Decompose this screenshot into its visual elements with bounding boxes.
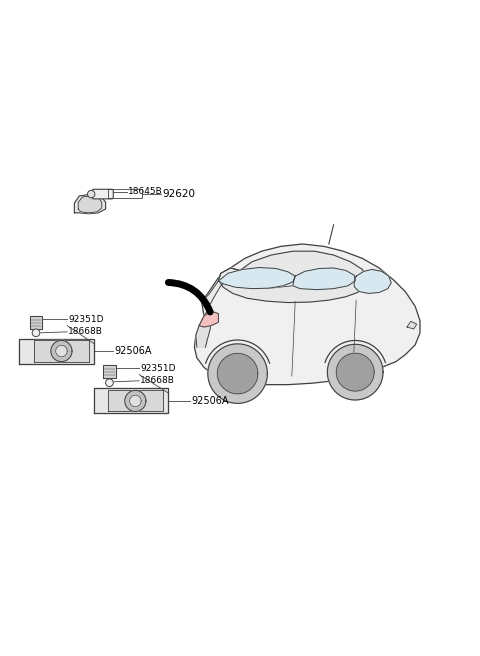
Polygon shape	[218, 251, 367, 302]
Ellipse shape	[32, 329, 40, 337]
Polygon shape	[103, 365, 116, 378]
Text: 92351D: 92351D	[68, 315, 104, 324]
Polygon shape	[199, 311, 218, 327]
Polygon shape	[34, 340, 89, 361]
Text: 18645B: 18645B	[128, 187, 163, 196]
Polygon shape	[108, 390, 163, 411]
Polygon shape	[94, 388, 168, 413]
Polygon shape	[194, 244, 420, 384]
Text: 18668B: 18668B	[68, 327, 103, 337]
Polygon shape	[196, 309, 211, 347]
Text: 18668B: 18668B	[140, 377, 175, 385]
Polygon shape	[218, 268, 295, 289]
Polygon shape	[217, 354, 258, 394]
Polygon shape	[19, 338, 94, 364]
Text: 92351D: 92351D	[140, 364, 176, 373]
Polygon shape	[30, 316, 42, 329]
Polygon shape	[74, 195, 106, 214]
Ellipse shape	[106, 379, 113, 386]
FancyBboxPatch shape	[92, 190, 113, 199]
Polygon shape	[208, 344, 267, 403]
FancyArrowPatch shape	[168, 283, 210, 312]
Polygon shape	[56, 345, 67, 357]
Polygon shape	[202, 268, 240, 304]
Polygon shape	[125, 390, 146, 411]
Circle shape	[87, 190, 95, 197]
Polygon shape	[293, 268, 355, 289]
Polygon shape	[78, 196, 102, 213]
Text: 92506A: 92506A	[114, 346, 152, 356]
Polygon shape	[327, 344, 383, 400]
Polygon shape	[51, 340, 72, 361]
Polygon shape	[130, 395, 141, 407]
Text: 92620: 92620	[162, 189, 195, 199]
Polygon shape	[336, 353, 374, 391]
Polygon shape	[407, 321, 417, 329]
Text: 92506A: 92506A	[191, 396, 228, 406]
Polygon shape	[354, 270, 391, 293]
